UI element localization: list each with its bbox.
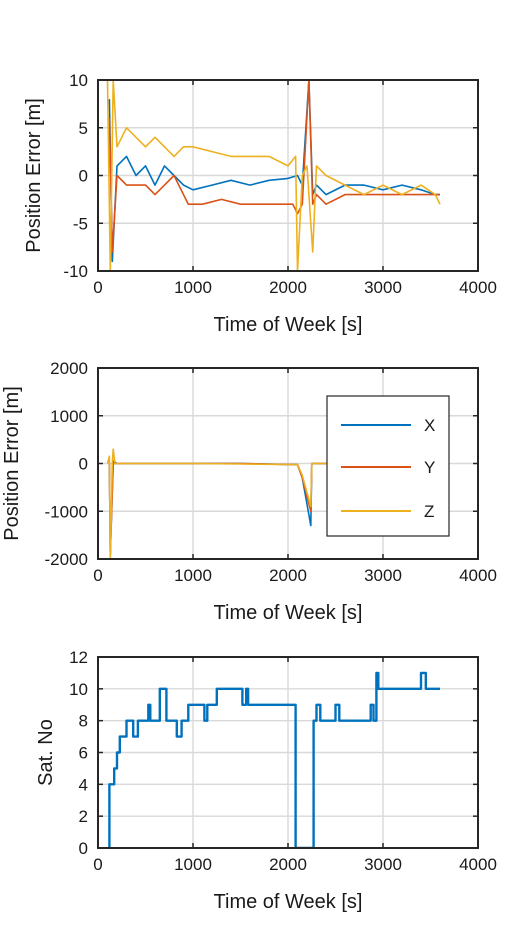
x-axis-label: Time of Week [s]	[214, 314, 363, 336]
y-tick-label: -10	[63, 262, 88, 281]
series-line-2	[106, 80, 441, 271]
x-tick-label: 0	[93, 278, 102, 297]
x-tick-label: 4000	[459, 278, 497, 297]
y-tick-label: 4	[79, 775, 88, 794]
series-line-z	[106, 448, 331, 559]
x-tick-label: 2000	[269, 855, 307, 874]
y-axis-label: Position Error [m]	[23, 98, 45, 252]
y-tick-label: 10	[69, 71, 88, 90]
y-tick-label: 0	[79, 839, 88, 858]
y-tick-label: -1000	[45, 502, 88, 521]
series-line-1	[108, 80, 440, 253]
y-tick-label: 10	[69, 680, 88, 699]
y-tick-label: 0	[79, 167, 88, 186]
x-tick-label: 4000	[459, 855, 497, 874]
panel-position-error-middle: 0 1000 2000 3000 4000 -2000 -1000 0 1000 2000 Tim…	[1, 359, 497, 624]
legend-label-y: Y	[424, 458, 435, 477]
series-line-0	[108, 80, 440, 263]
y-tick-label: -2000	[45, 550, 88, 569]
x-axis-label: Time of Week [s]	[214, 602, 363, 624]
x-tick-label: 2000	[269, 566, 307, 585]
x-tick-label: 0	[93, 566, 102, 585]
y-tick-label: 1000	[50, 407, 88, 426]
x-tick-label: 3000	[364, 566, 402, 585]
series-line-0	[108, 671, 440, 848]
panel-position-error-top: 0 1000 2000 3000 4000 -10 -5 0 5 10 Time of Week …	[23, 71, 497, 336]
x-tick-label: 0	[93, 855, 102, 874]
y-tick-label: 5	[79, 119, 88, 138]
x-axis-label: Time of Week [s]	[214, 891, 363, 913]
x-tick-label: 3000	[364, 855, 402, 874]
y-tick-label: 0	[79, 455, 88, 474]
legend: X Y Z	[326, 395, 450, 537]
x-tick-label: 3000	[364, 278, 402, 297]
x-tick-label: 1000	[174, 278, 212, 297]
x-tick-label: 4000	[459, 566, 497, 585]
legend-label-z: Z	[424, 502, 434, 521]
legend-label-x: X	[424, 416, 435, 435]
x-tick-label: 1000	[174, 566, 212, 585]
y-axis-label: Sat. No	[35, 719, 57, 786]
y-tick-label: 2	[79, 807, 88, 826]
x-tick-label: 1000	[174, 855, 212, 874]
series-line-x	[108, 460, 331, 556]
y-tick-label: 8	[79, 712, 88, 731]
y-tick-label: 6	[79, 744, 88, 763]
y-tick-label: 2000	[50, 359, 88, 378]
y-tick-label: 12	[69, 648, 88, 667]
series-line-y	[108, 462, 331, 556]
y-axis-label: Position Error [m]	[1, 386, 23, 540]
y-tick-label: -5	[73, 214, 88, 233]
x-tick-label: 2000	[269, 278, 307, 297]
panel-sat-no: 0 1000 2000 3000 4000 0 2 4 6 8 10 12 Time of Week …	[35, 648, 497, 913]
